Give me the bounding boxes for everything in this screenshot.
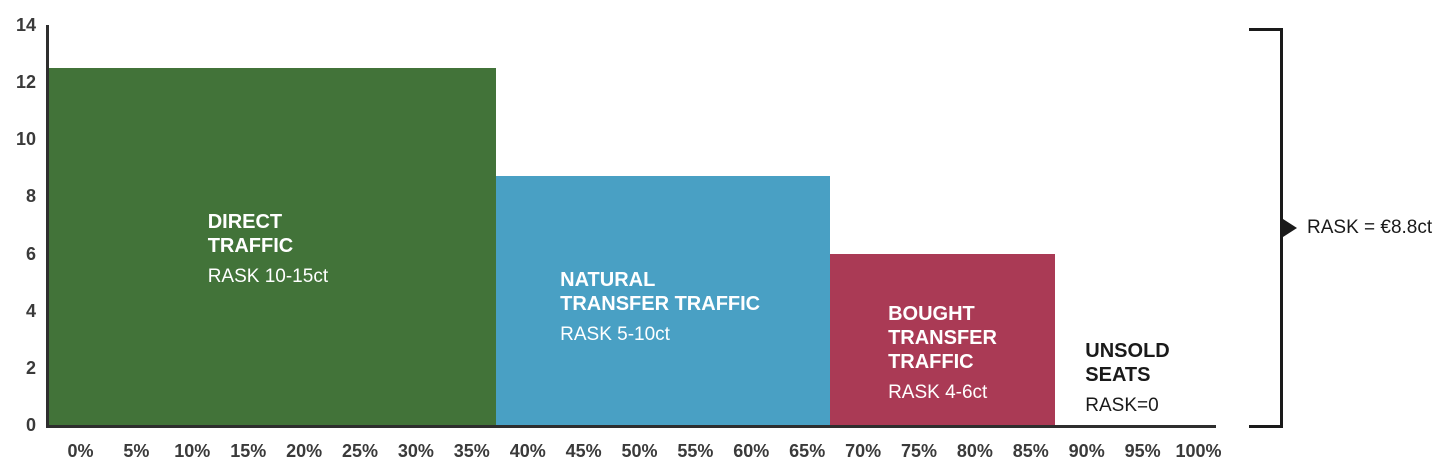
x-tick-label: 0% [67,441,94,461]
plot-area: 0 2 4 6 8 10 12 14 0% 5% 10% 15% 20% 25% 30% 35% 40% 45%… [16,16,1222,460]
x-tick-label: 100% [1175,441,1222,461]
x-tick-label: 55% [677,441,714,461]
x-tick-label: 15% [230,441,267,461]
x-tick-label: 5% [123,441,150,461]
label-natural-transfer-traffic: NATURAL TRANSFER TRAFFIC RASK 5-10ct [560,268,760,347]
x-tick-label: 60% [733,441,770,461]
segment-rask-value: RASK=0 [1085,395,1159,416]
segment-name: BOUGHT TRANSFER TRAFFIC [888,302,997,374]
segment-name-line: SEATS [1085,364,1151,386]
x-tick-label: 25% [341,441,379,461]
x-tick-label: 70% [845,441,882,461]
segment-rask-value: RASK 4-6ct [888,382,988,403]
segment-name: NATURAL TRANSFER TRAFFIC [560,268,760,316]
segment-name-line: TRANSFER [888,327,997,349]
segment-rask-value: RASK 10-15ct [207,266,329,287]
x-tick-label: 80% [956,441,993,461]
segment-name-line: BOUGHT [888,303,975,325]
y-tick-label: 0 [25,415,36,435]
y-tick-label: 12 [15,72,36,93]
label-direct-traffic: DIRECT TRAFFIC RASK 10-15ct [208,210,328,289]
bar-bought-transfer-traffic [829,253,1055,425]
y-tick-label: 6 [25,243,36,264]
segment-name-line: TRANSFER TRAFFIC [560,293,761,315]
x-tick-label: 45% [565,441,602,461]
x-tick-label: 50% [621,441,658,461]
x-tick-label: 10% [174,441,211,461]
segment-name-line: UNSOLD [1085,340,1170,362]
x-tick-label: 35% [453,441,490,461]
label-bought-transfer-traffic: BOUGHT TRANSFER TRAFFIC RASK 4-6ct [888,302,997,405]
segment-name: UNSOLD SEATS [1085,339,1169,387]
x-tick-label: 20% [286,441,323,461]
y-tick-label: 14 [15,15,36,35]
y-tick-label: 10 [15,129,36,150]
y-tick-label: 2 [25,357,36,378]
segment-rask-value: RASK 5-10ct [560,324,670,345]
bar-direct-traffic [49,67,496,425]
segment-name-line: TRAFFIC [888,351,974,373]
x-tick-label: 40% [509,441,546,461]
segment-name: DIRECT TRAFFIC [208,210,328,258]
x-tick-label: 90% [1068,441,1105,461]
x-tick-label: 75% [900,441,937,461]
arrow-right-icon [1283,219,1297,237]
x-tick-label: 30% [397,441,434,461]
y-tick-label: 8 [25,186,36,207]
x-tick-label: 85% [1012,441,1049,461]
rask-average-label: RASK = €8.8ct [1307,217,1433,238]
label-unsold-seats: UNSOLD SEATS RASK=0 [1085,339,1169,418]
segment-name-line: NATURAL [560,269,656,291]
x-tick-label: 95% [1124,441,1161,461]
bar-natural-transfer-traffic [495,176,830,425]
segment-name-line: TRAFFIC [207,235,294,257]
y-tick-label: 4 [25,300,36,321]
rask-summary-bracket: RASK = €8.8ct [1249,28,1432,428]
x-tick-label: 65% [789,441,826,461]
segment-name-line: DIRECT [207,211,283,233]
